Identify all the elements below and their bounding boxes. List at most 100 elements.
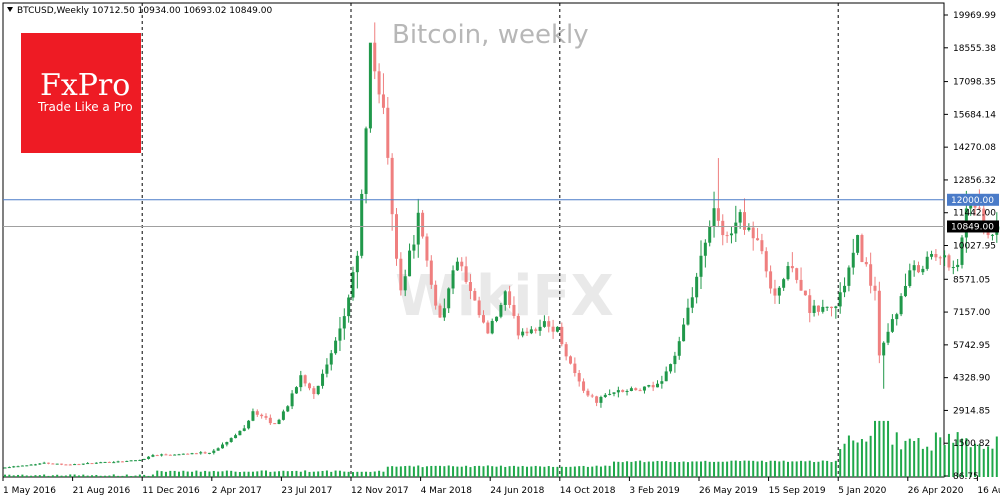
candle-body bbox=[678, 341, 681, 356]
candle-body bbox=[217, 448, 220, 450]
price-tag-label: 10849.00 bbox=[951, 222, 994, 232]
candle-body bbox=[356, 256, 359, 272]
candle-body bbox=[56, 464, 59, 465]
candle-body bbox=[43, 463, 46, 464]
candle-body bbox=[800, 280, 803, 291]
candle-body bbox=[630, 388, 633, 391]
x-tick-label: 15 Sep 2019 bbox=[769, 486, 826, 496]
candle-body bbox=[164, 454, 167, 455]
y-tick-label: 10027.95 bbox=[953, 242, 996, 252]
candle-body bbox=[38, 464, 41, 465]
x-tick-label: 26 Apr 2020 bbox=[908, 486, 964, 496]
candle-body bbox=[834, 306, 837, 308]
candle-body bbox=[399, 259, 402, 291]
candle-body bbox=[99, 462, 102, 463]
candle-body bbox=[199, 452, 202, 453]
candle-body bbox=[743, 212, 746, 230]
candle-body bbox=[865, 262, 868, 264]
candle-body bbox=[25, 465, 28, 466]
candle-body bbox=[491, 321, 494, 333]
candle-body bbox=[713, 208, 716, 226]
candle-body bbox=[138, 460, 141, 461]
x-tick-label: 16 Aug 2020 bbox=[977, 486, 1000, 496]
candle-body bbox=[904, 286, 907, 296]
candle-body bbox=[617, 390, 620, 392]
candle-body bbox=[117, 461, 120, 462]
candle-body bbox=[887, 332, 890, 343]
candle-body bbox=[382, 94, 385, 107]
candle-body bbox=[69, 464, 72, 465]
candle-body bbox=[552, 327, 555, 332]
candle-body bbox=[508, 291, 511, 305]
candle-body bbox=[104, 462, 107, 463]
candle-body bbox=[343, 316, 346, 328]
candle-body bbox=[586, 391, 589, 396]
candle-body bbox=[125, 461, 128, 462]
candle-body bbox=[669, 364, 672, 371]
candle-body bbox=[700, 256, 703, 277]
x-tick-label: 1 May 2016 bbox=[3, 486, 56, 496]
candle-body bbox=[926, 257, 929, 269]
candle-body bbox=[334, 341, 337, 354]
candle-body bbox=[613, 392, 616, 394]
y-tick-label: 4328.90 bbox=[953, 374, 990, 384]
candle-body bbox=[512, 305, 515, 316]
candle-body bbox=[447, 288, 450, 308]
candle-body bbox=[595, 396, 598, 402]
candle-body bbox=[234, 435, 237, 438]
candle-body bbox=[325, 365, 328, 374]
candle-body bbox=[639, 390, 642, 391]
candle-body bbox=[952, 267, 955, 268]
y-tick-label: 17098.35 bbox=[953, 78, 996, 88]
candle-body bbox=[395, 214, 398, 259]
candle-body bbox=[826, 307, 829, 308]
x-tick-label: 24 Jun 2018 bbox=[490, 486, 544, 496]
candle-body bbox=[91, 463, 94, 464]
brand-logo: FxPro Trade Like a Pro bbox=[21, 33, 141, 153]
candle-body bbox=[495, 317, 498, 321]
candle-body bbox=[73, 464, 76, 465]
candle-body bbox=[804, 291, 807, 296]
candle-body bbox=[12, 466, 15, 467]
y-tick-label: 1500.82 bbox=[953, 439, 990, 449]
candle-body bbox=[517, 316, 520, 335]
x-tick-label: 23 Jul 2017 bbox=[281, 486, 332, 496]
candle-body bbox=[582, 381, 585, 390]
y-tick-label: 8571.05 bbox=[953, 275, 990, 285]
candle-body bbox=[604, 395, 607, 397]
candle-body bbox=[452, 270, 455, 288]
candle-body bbox=[312, 388, 315, 394]
candle-body bbox=[569, 356, 572, 363]
candle-body bbox=[178, 454, 181, 455]
candle-body bbox=[304, 375, 307, 383]
candle-body bbox=[730, 233, 733, 235]
candle-body bbox=[121, 461, 124, 462]
candle-body bbox=[747, 228, 750, 230]
candle-body bbox=[939, 257, 942, 258]
x-tick-label: 5 Jan 2020 bbox=[838, 486, 886, 496]
candle-body bbox=[821, 307, 824, 312]
candle-body bbox=[556, 327, 559, 332]
candle-body bbox=[947, 255, 950, 267]
candle-body bbox=[273, 423, 276, 424]
candle-body bbox=[460, 262, 463, 267]
candle-body bbox=[60, 464, 63, 465]
candle-body bbox=[752, 228, 755, 239]
candle-body bbox=[734, 223, 737, 234]
candle-body bbox=[308, 383, 311, 388]
candle-body bbox=[565, 344, 568, 356]
candle-body bbox=[134, 460, 137, 461]
candle-body bbox=[878, 291, 881, 356]
candle-body bbox=[656, 384, 659, 388]
candle-body bbox=[251, 411, 254, 421]
y-tick-label: 18555.38 bbox=[953, 44, 996, 54]
candle-body bbox=[486, 323, 489, 334]
candle-body bbox=[608, 394, 611, 395]
candle-body bbox=[260, 415, 263, 416]
candle-body bbox=[691, 297, 694, 307]
candle-body bbox=[77, 464, 80, 465]
candle-body bbox=[534, 329, 537, 330]
